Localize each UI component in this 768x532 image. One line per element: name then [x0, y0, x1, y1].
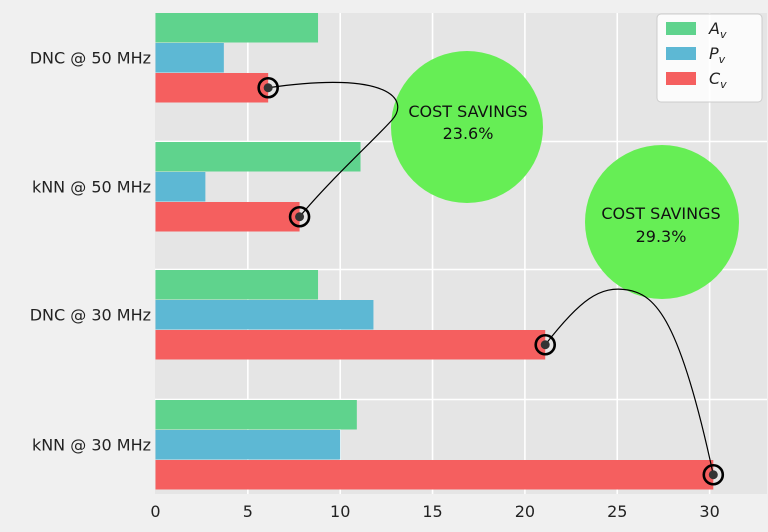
cost-savings-circle	[391, 51, 543, 203]
legend-label: Cv	[709, 69, 727, 91]
target-marker-dot	[263, 83, 273, 93]
x-tick-label: 30	[699, 502, 719, 521]
legend-swatch	[666, 47, 696, 60]
x-tick-label: 20	[515, 502, 535, 521]
x-tick-label: 10	[330, 502, 350, 521]
y-tick-label: kNN @ 30 MHz	[32, 435, 151, 454]
cost-savings-label: COST SAVINGS	[601, 204, 720, 223]
target-marker-ring	[288, 205, 311, 228]
target-marker-dot	[540, 340, 550, 350]
cost-savings-value: 23.6%	[443, 124, 494, 143]
x-tick-label: 15	[422, 502, 442, 521]
bar-c-1	[155, 202, 300, 232]
cost-savings-circle	[585, 145, 739, 299]
x-tick-label: 25	[607, 502, 627, 521]
y-tick-label: DNC @ 30 MHz	[30, 305, 151, 324]
bar-a-0	[155, 13, 319, 43]
legend-swatch	[666, 22, 696, 35]
cost-savings-value: 29.3%	[636, 227, 687, 246]
bar-a-2	[155, 270, 319, 300]
target-marker-ring	[702, 463, 725, 486]
x-tick-labels: 0 5 10 15 20 25 30	[150, 502, 719, 521]
connector-line	[544, 288, 714, 475]
bar-p-2	[155, 300, 374, 330]
annotations: COST SAVINGS 23.6% COST SAVINGS 29.3%	[257, 51, 739, 486]
legend-swatch	[666, 72, 696, 85]
legend-label: Av	[708, 19, 727, 41]
bar-c-2	[155, 330, 546, 360]
x-tick-label: 5	[243, 502, 253, 521]
cost-savings-label: COST SAVINGS	[408, 102, 527, 121]
bar-a-1	[155, 142, 361, 172]
bar-p-0	[155, 43, 224, 73]
target-marker-ring	[257, 76, 279, 99]
y-tick-labels: DNC @ 50 MHz kNN @ 50 MHz DNC @ 30 MHz kNN …	[30, 48, 151, 454]
y-tick-label: kNN @ 50 MHz	[32, 177, 151, 196]
legend-label: Pv	[709, 44, 726, 66]
x-tick-label: 0	[150, 502, 160, 521]
target-marker-dot	[708, 470, 718, 480]
bar-p-1	[155, 172, 206, 202]
target-marker-ring	[534, 333, 557, 356]
bar-p-3	[155, 430, 341, 460]
bars	[155, 13, 714, 490]
bar-a-3	[155, 400, 357, 430]
target-marker-dot	[295, 212, 305, 222]
y-tick-label: DNC @ 50 MHz	[30, 48, 151, 67]
bar-c-0	[155, 73, 269, 103]
legend: Av Pv Cv	[656, 13, 763, 103]
bar-c-3	[155, 460, 714, 490]
connector-line	[268, 81, 399, 218]
